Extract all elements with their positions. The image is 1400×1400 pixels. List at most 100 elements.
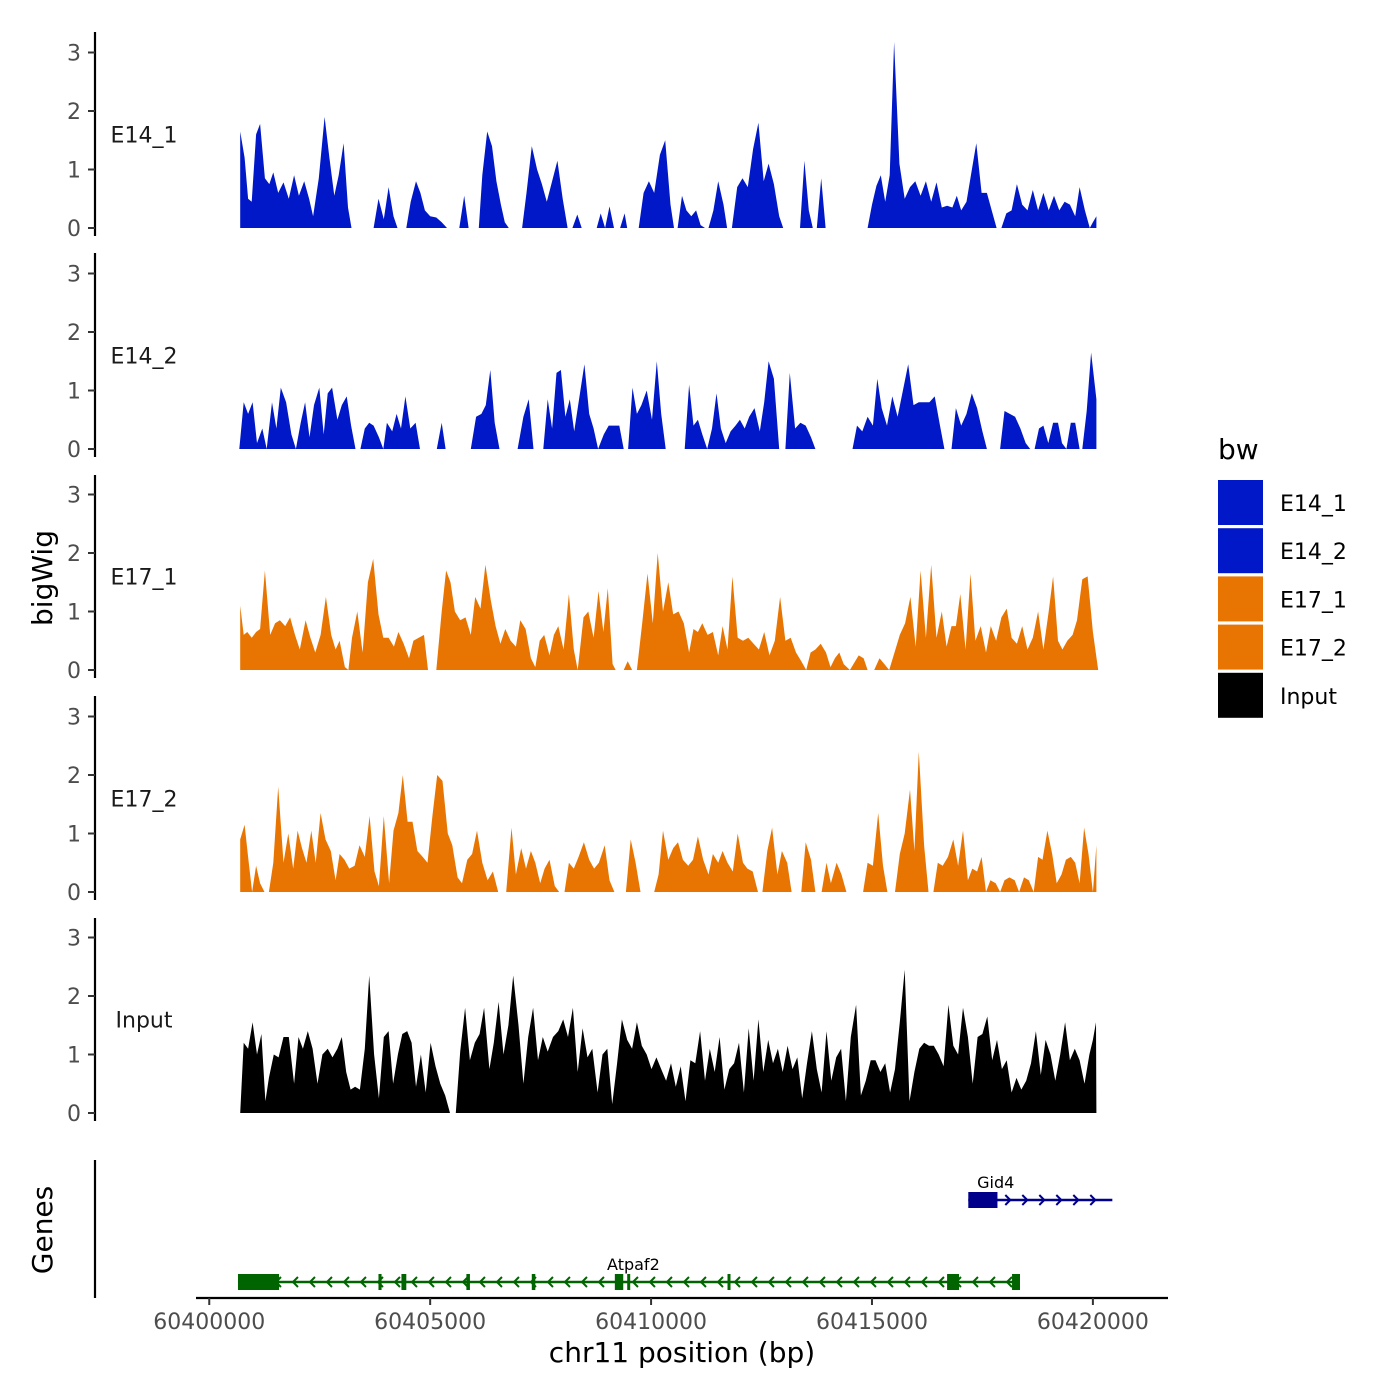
exon: [968, 1192, 998, 1208]
strand-chevron: [1005, 1276, 1013, 1288]
legend-swatch: [1218, 528, 1263, 574]
legend-title: bw: [1218, 433, 1259, 466]
legend-label: E14_2: [1280, 540, 1347, 565]
legend-label: E17_1: [1280, 588, 1347, 613]
strand-chevron: [852, 1276, 860, 1288]
legend-item-E14_1: E14_1: [1218, 480, 1347, 525]
track-label: Input: [116, 1008, 173, 1033]
strand-chevron: [444, 1276, 452, 1288]
y-tick-label: 2: [67, 321, 81, 346]
gene-label: Atpaf2: [607, 1255, 660, 1274]
y-tick-label: 3: [67, 484, 81, 509]
strand-chevron: [546, 1276, 554, 1288]
strand-chevron: [1072, 1194, 1080, 1206]
gene-label: Gid4: [977, 1173, 1014, 1192]
y-tick-label: 3: [67, 263, 81, 288]
strand-chevron: [342, 1276, 350, 1288]
x-tick-label: 60420000: [1037, 1310, 1149, 1335]
y-tick-label: 0: [67, 217, 81, 242]
area-E14_2: [239, 352, 1097, 449]
track-label: E14_1: [111, 123, 178, 148]
area-E17_2: [240, 751, 1097, 892]
strand-chevron: [580, 1276, 588, 1288]
exon: [466, 1274, 470, 1290]
x-tick-label: 60405000: [374, 1310, 486, 1335]
strand-chevron: [869, 1276, 877, 1288]
track-label: E17_2: [111, 787, 178, 812]
strand-chevron: [1089, 1194, 1097, 1206]
exon: [947, 1274, 960, 1290]
y-tick-label: 0: [67, 1102, 81, 1127]
strand-chevron: [631, 1276, 639, 1288]
legend: bw E14_1 E14_2 E17_1 E17_2 Input: [1218, 433, 1347, 718]
strand-chevron: [1021, 1194, 1029, 1206]
strand-chevron: [682, 1276, 690, 1288]
strand-chevron: [716, 1276, 724, 1288]
legend-swatch: [1218, 576, 1263, 622]
legend-swatch: [1218, 672, 1263, 718]
exon: [627, 1274, 631, 1290]
strand-chevron: [648, 1276, 656, 1288]
strand-chevron: [750, 1276, 758, 1288]
strand-chevron: [461, 1276, 469, 1288]
y-tick-label: 0: [67, 881, 81, 906]
gene-Atpaf2: Atpaf2: [237, 1255, 1020, 1290]
gene-Gid4: Gid4: [968, 1173, 1113, 1208]
strand-chevron: [495, 1276, 503, 1288]
strand-chevron: [512, 1276, 520, 1288]
strand-chevron: [308, 1276, 316, 1288]
y-tick-label: 1: [67, 823, 81, 848]
area-Input: [240, 969, 1097, 1113]
strand-chevron: [818, 1276, 826, 1288]
strand-chevron: [886, 1276, 894, 1288]
x-axis-title: chr11 position (bp): [549, 1336, 815, 1369]
strand-chevron: [937, 1276, 945, 1288]
strand-chevron: [733, 1276, 741, 1288]
y-tick-label: 2: [67, 764, 81, 789]
strand-chevron: [767, 1276, 775, 1288]
y-tick-label: 3: [67, 706, 81, 731]
legend-swatch: [1218, 624, 1263, 670]
strand-chevron: [801, 1276, 809, 1288]
legend-item-E17_1: E17_1: [1218, 576, 1347, 622]
y-tick-label: 1: [67, 159, 81, 184]
strand-chevron: [1038, 1194, 1046, 1206]
area-E14_1: [240, 42, 1097, 228]
exon: [237, 1274, 280, 1290]
exon: [531, 1274, 536, 1290]
track-E17_2: 0 1 2 3 E17_2: [67, 696, 1097, 906]
strand-chevron: [784, 1276, 792, 1288]
strand-chevron: [920, 1276, 928, 1288]
strand-chevron: [427, 1276, 435, 1288]
legend-item-E17_2: E17_2: [1218, 624, 1347, 670]
strand-chevron: [410, 1276, 418, 1288]
area-E17_1: [240, 553, 1099, 670]
y-tick-label: 0: [67, 659, 81, 684]
exon: [614, 1274, 624, 1290]
legend-item-Input: Input: [1218, 672, 1337, 718]
strand-chevron: [699, 1276, 707, 1288]
strand-chevron: [1055, 1194, 1063, 1206]
legend-label: E17_2: [1280, 637, 1347, 662]
y-tick-label: 3: [67, 927, 81, 952]
legend-swatch: [1218, 480, 1263, 525]
strand-chevron: [971, 1276, 979, 1288]
legend-label: Input: [1280, 685, 1337, 710]
track-E14_2: 0 1 2 3 E14_2: [67, 253, 1097, 463]
strand-chevron: [597, 1276, 605, 1288]
exon: [401, 1274, 407, 1290]
strand-chevron: [291, 1276, 299, 1288]
strand-chevron: [563, 1276, 571, 1288]
exon: [378, 1274, 382, 1290]
strand-chevron: [359, 1276, 367, 1288]
y-tick-label: 1: [67, 380, 81, 405]
y-tick-label: 2: [67, 100, 81, 125]
legend-label: E14_1: [1280, 492, 1347, 517]
legend-item-E14_2: E14_2: [1218, 528, 1347, 574]
strand-chevron: [1004, 1194, 1012, 1206]
y-tick-label: 2: [67, 985, 81, 1010]
y-tick-label: 1: [67, 601, 81, 626]
y-axis-title: bigWig: [26, 530, 59, 626]
exon: [1012, 1274, 1020, 1290]
